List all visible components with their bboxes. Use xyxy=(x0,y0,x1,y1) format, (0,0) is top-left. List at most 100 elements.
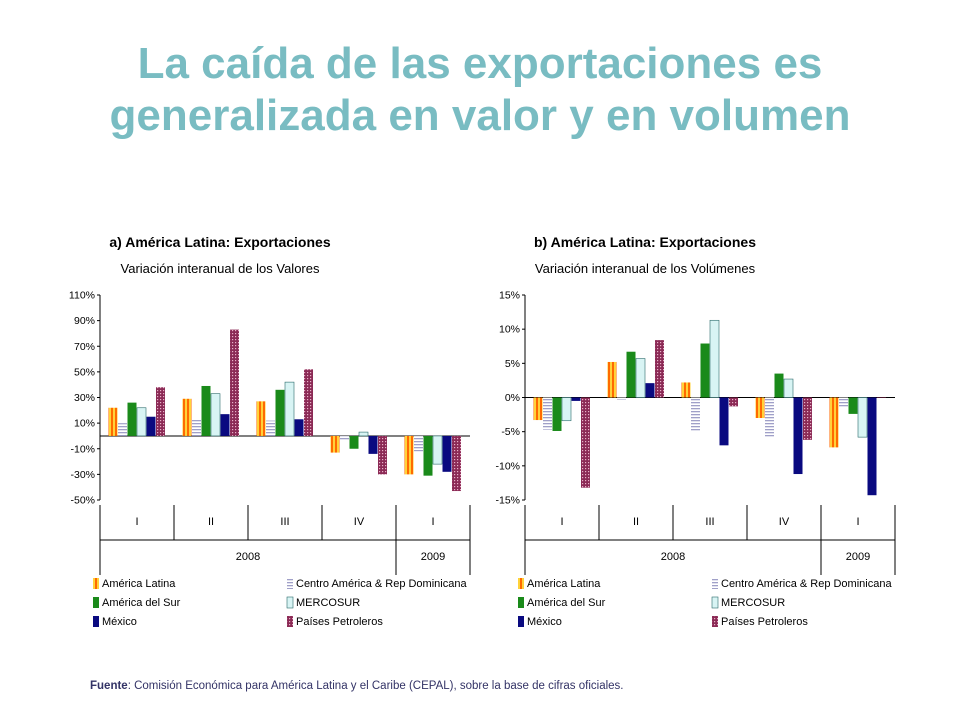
legend-label: Países Petroleros xyxy=(296,616,383,628)
legend-swatch xyxy=(287,616,293,627)
legend-label: México xyxy=(102,616,137,628)
legend-swatch xyxy=(286,596,294,609)
bar xyxy=(581,397,590,488)
legend-swatch xyxy=(518,578,524,589)
chart-valores: a) América Latina: Exportaciones Variació… xyxy=(69,234,471,628)
legend-swatch xyxy=(93,597,99,608)
bar xyxy=(645,383,655,398)
y-tick-label: 0% xyxy=(505,392,520,404)
bar xyxy=(607,361,617,398)
legend-swatch xyxy=(93,578,99,589)
bar xyxy=(829,397,839,448)
bar xyxy=(783,378,794,398)
bar xyxy=(655,340,664,398)
bar xyxy=(571,397,581,401)
y-tick-label: 10% xyxy=(74,418,95,430)
category-label: I xyxy=(431,516,434,528)
year-label: 2008 xyxy=(236,551,260,563)
bar xyxy=(108,407,118,436)
legend-swatch xyxy=(93,616,99,627)
category-label: II xyxy=(633,516,639,528)
source-note: Fuente: Comisión Económica para América … xyxy=(90,680,624,692)
y-tick-label: 90% xyxy=(74,315,95,327)
bar xyxy=(552,397,562,431)
legend-swatch xyxy=(711,596,719,609)
chart-title: b) América Latina: Exportaciones xyxy=(534,234,756,250)
legend-label: Países Petroleros xyxy=(721,616,808,628)
category-label: III xyxy=(705,516,714,528)
bar xyxy=(182,398,192,436)
y-tick-label: -10% xyxy=(70,443,95,455)
bar xyxy=(330,435,340,453)
y-tick-label: 5% xyxy=(505,358,520,370)
y-tick-label: -10% xyxy=(495,460,520,472)
chart-title: a) América Latina: Exportaciones xyxy=(109,234,330,250)
y-tick-label: 30% xyxy=(74,392,95,404)
bar xyxy=(210,393,221,437)
bar xyxy=(192,419,201,436)
bar xyxy=(452,435,461,492)
bar xyxy=(765,397,774,438)
bar xyxy=(358,431,369,437)
legend-swatch xyxy=(518,616,524,627)
bar xyxy=(432,435,443,465)
bar xyxy=(877,397,886,398)
bar xyxy=(118,423,127,436)
legend-swatch xyxy=(518,597,524,608)
category-label: III xyxy=(280,516,289,528)
bar xyxy=(294,419,304,436)
chart-subtitle: Variación interanual de los Volúmenes xyxy=(535,261,756,276)
bar xyxy=(136,407,147,437)
y-tick-label: -5% xyxy=(501,426,520,438)
category-label: II xyxy=(208,516,214,528)
category-label: I xyxy=(560,516,563,528)
bar xyxy=(304,369,313,436)
bar xyxy=(543,397,552,430)
bar xyxy=(729,397,738,407)
bar xyxy=(201,385,211,436)
y-tick-label: 70% xyxy=(74,341,95,353)
category-label: I xyxy=(135,516,138,528)
bar xyxy=(700,343,710,398)
bar xyxy=(266,420,275,436)
bar xyxy=(709,319,720,398)
legend-swatch xyxy=(712,578,718,589)
bar xyxy=(533,397,543,421)
legend-swatch xyxy=(287,578,293,589)
y-tick-label: -50% xyxy=(70,495,95,507)
y-tick-label: 10% xyxy=(499,324,520,336)
y-tick-label: 110% xyxy=(69,290,95,302)
bar xyxy=(404,435,414,475)
bar xyxy=(220,414,230,436)
legend-label: MERCOSUR xyxy=(721,597,785,609)
bar xyxy=(561,397,572,422)
category-label: IV xyxy=(354,516,365,528)
bar xyxy=(230,329,239,436)
bar xyxy=(284,381,295,437)
bar xyxy=(275,389,285,436)
year-label: 2008 xyxy=(661,551,685,563)
legend-label: México xyxy=(527,616,562,628)
title-line-2: generalizada en valor y en volumen xyxy=(109,91,851,140)
bar xyxy=(378,435,387,475)
y-tick-label: 50% xyxy=(74,366,95,378)
bar xyxy=(617,397,626,400)
bar xyxy=(626,351,636,398)
y-tick-label: -15% xyxy=(495,495,520,507)
source-label: Fuente xyxy=(90,680,128,692)
bar xyxy=(340,435,349,440)
bar xyxy=(719,397,729,446)
y-tick-label: 15% xyxy=(499,290,520,302)
bar xyxy=(681,382,691,398)
page-title: La caída de las exportaciones es general… xyxy=(0,38,960,142)
bar xyxy=(848,397,858,414)
source-text: : Comisión Económica para América Latina… xyxy=(127,680,624,692)
year-label: 2009 xyxy=(846,551,870,563)
bar xyxy=(793,397,803,475)
year-label: 2009 xyxy=(421,551,445,563)
chart-volumenes: b) América Latina: Exportaciones Variació… xyxy=(495,234,896,628)
bar xyxy=(368,435,378,454)
bar xyxy=(635,358,646,398)
bar xyxy=(803,397,812,440)
chart-subtitle: Variación interanual de los Valores xyxy=(121,261,320,276)
